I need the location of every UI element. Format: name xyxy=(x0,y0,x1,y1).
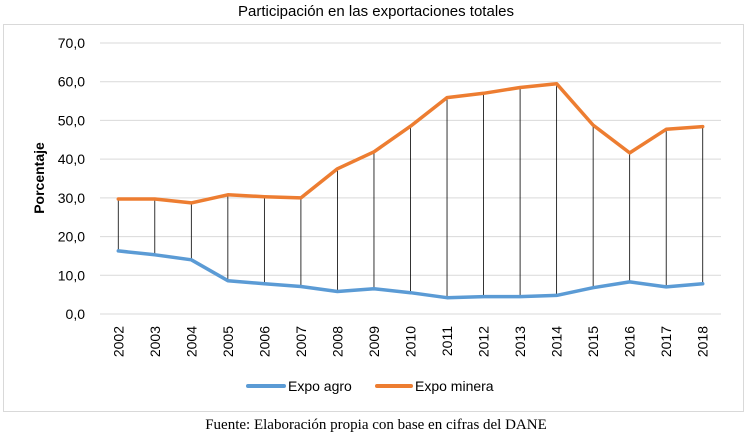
x-tick-label: 2017 xyxy=(658,326,674,357)
x-tick-label: 2005 xyxy=(220,326,236,357)
series-line-expo-minera xyxy=(116,81,705,205)
chart-frame xyxy=(3,24,744,412)
x-tick-label: 2013 xyxy=(512,326,528,357)
y-tick-label: 70,0 xyxy=(58,35,85,51)
x-tick-label: 2009 xyxy=(366,326,382,357)
x-tick-label: 2010 xyxy=(403,326,419,357)
drop-lines xyxy=(117,83,704,298)
y-tick-label: 20,0 xyxy=(58,229,85,245)
chart-title: Participación en las exportaciones total… xyxy=(238,3,514,20)
x-tick-label: 2007 xyxy=(293,326,309,357)
x-tick-label: 2016 xyxy=(622,326,638,357)
y-tick-label: 0,0 xyxy=(66,306,86,322)
x-tick-label: 2006 xyxy=(256,326,272,357)
y-tick-label: 40,0 xyxy=(58,151,85,167)
series-line-expo-agro xyxy=(116,249,705,300)
legend-label-expo-minera: Expo minera xyxy=(415,378,494,394)
x-tick-label: 2003 xyxy=(147,326,163,357)
y-tick-label: 60,0 xyxy=(58,74,85,90)
x-tick-label: 2008 xyxy=(329,326,345,357)
y-tick-label: 10,0 xyxy=(58,267,85,283)
x-tick-labels: 2002 2003 2004 2005 2006 2007 2008 2009 2010 2011… xyxy=(110,326,710,357)
legend: Expo agro Expo minera xyxy=(246,378,494,394)
legend-label-expo-agro: Expo agro xyxy=(288,378,352,394)
x-tick-label: 2004 xyxy=(183,326,199,357)
x-tick-label: 2014 xyxy=(549,326,565,357)
x-tick-label: 2012 xyxy=(476,326,492,357)
y-tick-label: 50,0 xyxy=(58,112,85,128)
y-tick-label: 30,0 xyxy=(58,190,85,206)
x-tick-label: 2011 xyxy=(439,326,455,356)
source-note: Fuente: Elaboración propia con base en c… xyxy=(205,417,547,433)
x-tick-label: 2015 xyxy=(585,326,601,357)
y-tick-labels: 0,0 10,0 20,0 30,0 40,0 50,0 60,0 70,0 xyxy=(58,35,85,322)
series-lines xyxy=(116,81,705,300)
x-tick-label: 2002 xyxy=(110,326,126,357)
y-axis-title: Porcentaje xyxy=(31,142,47,214)
x-tick-label: 2018 xyxy=(695,326,711,357)
